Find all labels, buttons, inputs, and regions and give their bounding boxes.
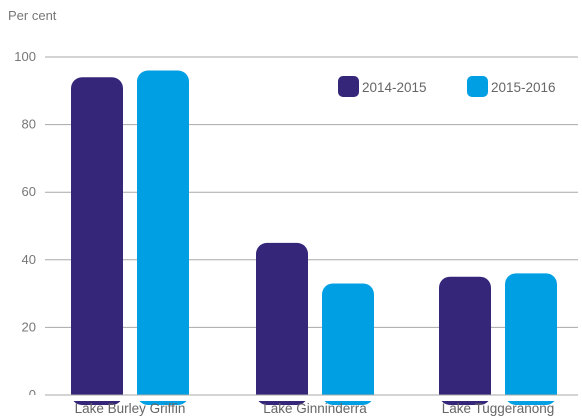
legend-swatch [467,76,488,97]
y-tick-label: 100 [14,49,36,64]
legend-label: 2015-2016 [491,80,556,95]
y-tick-label: 0 [29,387,36,402]
baseline-mask [0,395,582,401]
bar-2014-2015-0 [71,77,123,405]
legend: 2014-2015 2015-2016 [338,76,556,97]
y-tick-labels: 0 20 40 60 80 100 [14,49,36,402]
y-tick-label: 80 [22,117,36,132]
category-labels: Lake Burley Griffin Lake Ginninderra Lake … [75,401,555,416]
legend-swatch [338,76,359,97]
y-tick-label: 40 [22,252,36,267]
bar-2014-2015-2 [439,276,491,405]
bar-2015-2016-2 [505,273,557,405]
y-axis-label: Per cent [8,8,57,23]
y-tick-label: 20 [22,319,36,334]
grid-layer [45,56,578,396]
bar-2015-2016-0 [137,70,189,406]
category-label: Lake Burley Griffin [75,401,186,416]
bar-2014-2015-1 [256,242,308,405]
y-tick-label: 60 [22,184,36,199]
category-label: Lake Tuggeranong [442,401,555,416]
bar-2015-2016-1 [322,283,374,405]
category-label: Lake Ginninderra [263,401,367,416]
bars [0,70,582,406]
legend-label: 2014-2015 [362,80,427,95]
